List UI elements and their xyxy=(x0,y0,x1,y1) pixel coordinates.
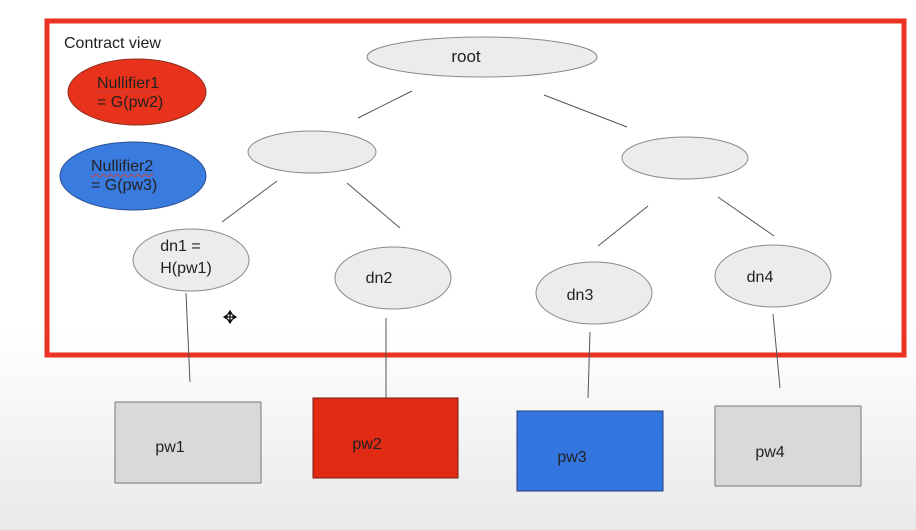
internal-node-right xyxy=(621,136,749,180)
edge-right-dn4 xyxy=(717,196,775,237)
edge-right-dn3 xyxy=(597,205,649,247)
nullifier1-formula: = G(pw2) xyxy=(97,94,164,111)
contract-view-label: Contract view xyxy=(64,35,161,52)
pw4-label: pw4 xyxy=(755,444,785,461)
dn4-label: dn4 xyxy=(746,269,774,286)
move-cursor-icon xyxy=(222,309,238,325)
root-node xyxy=(366,36,598,78)
nullifier2-formula: = G(pw3) xyxy=(91,177,158,194)
edge-dn1-pw1 xyxy=(185,292,191,383)
pw1-label: pw1 xyxy=(155,439,185,456)
edge-root-right xyxy=(543,94,628,128)
nullifier2-name: Nullifier2 xyxy=(91,158,154,175)
edge-dn4-pw4 xyxy=(772,313,781,389)
dn2-label: dn2 xyxy=(365,270,393,287)
dn1-label: dn1 = H(pw1) xyxy=(160,236,212,280)
dn1-label-line2: H(pw1) xyxy=(160,260,212,277)
edge-left-dn1 xyxy=(221,180,278,223)
pw3-label: pw3 xyxy=(557,449,587,466)
nullifier1-text: Nullifier1 = G(pw2) xyxy=(97,74,163,112)
root-label: root xyxy=(451,47,481,66)
edge-left-dn2 xyxy=(346,182,401,229)
dn1-label-line1: dn1 = xyxy=(160,238,201,255)
leaf-node-dn4 xyxy=(714,244,832,308)
internal-node-left xyxy=(247,130,377,174)
leaf-node-dn1 xyxy=(132,228,250,292)
nullifier1-name: Nullifier1 xyxy=(97,75,160,92)
dn3-label: dn3 xyxy=(566,287,594,304)
contract-view-frame xyxy=(44,18,907,358)
password-box-pw2 xyxy=(312,397,459,479)
password-box-pw4 xyxy=(714,405,862,487)
edge-dn3-pw3 xyxy=(587,331,591,399)
nullifier2-text: Nullifier2 = G(pw3) xyxy=(91,157,157,195)
password-box-pw3 xyxy=(516,410,664,492)
password-box-pw1 xyxy=(114,401,262,484)
leaf-node-dn3 xyxy=(535,261,653,325)
edge-root-left xyxy=(357,90,413,119)
pw2-label: pw2 xyxy=(352,436,382,453)
nullifier1-ellipse xyxy=(67,58,207,126)
leaf-node-dn2 xyxy=(334,246,452,310)
nullifier2-ellipse xyxy=(59,141,207,211)
